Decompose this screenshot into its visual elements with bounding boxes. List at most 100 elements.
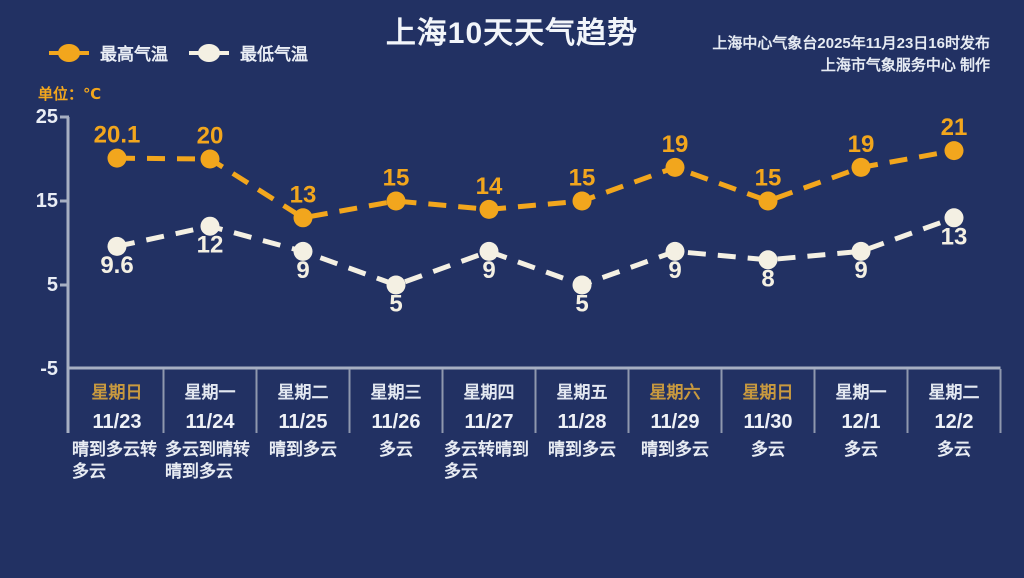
low-temp-point	[572, 275, 592, 295]
high-temp-marker-icon	[49, 43, 89, 62]
weekday-label: 星期日	[91, 383, 143, 402]
low-temp-value-label: 9	[296, 257, 309, 284]
low-temp-line	[116, 215, 955, 288]
high-temp-point	[386, 191, 406, 211]
high-temp-point	[944, 141, 964, 161]
day-column: 星期一 11/24 多云到晴转晴到多云	[164, 380, 257, 483]
low-temp-marker-icon	[189, 43, 229, 62]
high-temp-line	[116, 148, 955, 221]
high-temp-point	[572, 191, 592, 211]
high-temp-value-label: 21	[941, 114, 968, 141]
weather-description: 多云转晴到多云	[443, 439, 536, 483]
high-temp-point	[107, 148, 127, 168]
low-temp-point	[665, 241, 685, 261]
high-temp-value-label: 20	[197, 123, 224, 150]
low-temp-value-label: 9	[668, 257, 681, 284]
legend-label: 最低气温	[240, 45, 308, 64]
high-temp-point	[479, 199, 499, 219]
weather-text: 多云转晴到多云	[444, 440, 529, 481]
weather-text: 多云	[844, 440, 878, 459]
legend: 最高气温 最低气温	[48, 40, 308, 65]
weather-text: 多云	[379, 440, 413, 459]
low-temp-point	[944, 208, 964, 228]
legend-item-low: 最低气温	[188, 40, 308, 65]
high-temp-value-label: 19	[848, 131, 875, 158]
source-info: 上海中心气象台2025年11月23日16时发布 上海市气象服务中心 制作	[712, 33, 990, 77]
low-temp-point	[479, 241, 499, 261]
y-axis-unit-label: 单位：℃	[38, 86, 102, 103]
y-tick-label: -5	[40, 358, 58, 380]
date-label: 11/28	[557, 411, 607, 433]
weather-text: 多云	[937, 440, 971, 459]
high-temp-value-label: 15	[383, 165, 410, 192]
date-label: 12/2	[934, 411, 974, 433]
source-line-issued: 上海中心气象台2025年11月23日16时发布	[712, 35, 990, 52]
weather-description: 多云	[908, 439, 1001, 461]
y-tick-label: 25	[36, 106, 58, 128]
high-temp-value-label: 15	[569, 165, 596, 192]
high-temp-point	[758, 191, 778, 211]
weekday-label: 星期一	[835, 383, 887, 402]
low-temp-value-label: 12	[197, 232, 224, 259]
legend-label: 最高气温	[100, 45, 168, 64]
date-label: 11/24	[185, 411, 235, 433]
high-temp-point	[851, 157, 871, 177]
weather-text: 晴到多云	[269, 440, 337, 459]
low-temp-point	[851, 241, 871, 261]
high-temp-point	[293, 208, 313, 228]
date-label: 11/29	[650, 411, 700, 433]
day-column: 星期二 11/25 晴到多云	[257, 380, 350, 461]
low-temp-point	[107, 236, 127, 256]
high-temp-value-label: 20.1	[94, 122, 141, 149]
weekday-label: 星期二	[928, 383, 980, 402]
weather-description: 多云	[815, 439, 908, 461]
low-temp-point	[200, 216, 220, 236]
high-temp-value-label: 14	[476, 173, 503, 200]
low-temp-point	[386, 275, 406, 295]
day-column: 星期一 12/1 多云	[815, 380, 908, 461]
y-tick-label: 5	[47, 274, 58, 296]
day-column: 星期四 11/27 多云转晴到多云	[443, 380, 536, 483]
weekday-label: 星期三	[370, 383, 422, 402]
low-temp-value-label: 5	[575, 291, 588, 318]
low-temp-value-label: 13	[941, 223, 968, 250]
day-column: 星期二 12/2 多云	[908, 380, 1001, 461]
high-temp-point	[665, 157, 685, 177]
weather-description: 多云	[350, 439, 443, 461]
weather-description: 多云	[722, 439, 815, 461]
date-label: 11/27	[464, 411, 514, 433]
day-column: 星期六 11/29 晴到多云	[629, 380, 722, 461]
high-temp-point	[200, 149, 220, 169]
date-label: 11/30	[743, 411, 793, 433]
weekday-label: 星期一	[184, 383, 236, 402]
weather-text: 晴到多云转多云	[72, 440, 157, 481]
day-column: 星期日 11/30 多云	[722, 380, 815, 461]
low-temp-value-label: 9	[854, 257, 867, 284]
day-column: 星期日 11/23 晴到多云转多云	[71, 380, 164, 483]
date-label: 11/25	[278, 411, 328, 433]
weather-text: 晴到多云	[641, 440, 709, 459]
weather-description: 多云到晴转晴到多云	[164, 439, 257, 483]
weather-description: 晴到多云转多云	[71, 439, 164, 483]
weekday-label: 星期四	[463, 383, 515, 402]
date-label: 11/26	[371, 411, 421, 433]
date-label: 11/23	[92, 411, 142, 433]
day-column: 星期三 11/26 多云	[350, 380, 443, 461]
high-temp-value-label: 15	[755, 165, 782, 192]
source-line-producer: 上海市气象服务中心 制作	[820, 57, 990, 74]
weather-text: 多云到晴转晴到多云	[165, 440, 250, 481]
weather-text: 多云	[751, 440, 785, 459]
weather-description: 晴到多云	[629, 439, 722, 461]
low-temp-value-label: 8	[761, 265, 774, 292]
weekday-label: 星期六	[649, 383, 701, 402]
high-temp-value-label: 13	[290, 181, 317, 208]
low-temp-value-label: 5	[389, 291, 402, 318]
day-column: 星期五 11/28 晴到多云	[536, 380, 629, 461]
weekday-label: 星期五	[556, 383, 608, 402]
weekday-label: 星期日	[742, 383, 794, 402]
weather-text: 晴到多云	[548, 440, 616, 459]
low-temp-point	[293, 241, 313, 261]
y-tick-label: 15	[36, 190, 58, 212]
